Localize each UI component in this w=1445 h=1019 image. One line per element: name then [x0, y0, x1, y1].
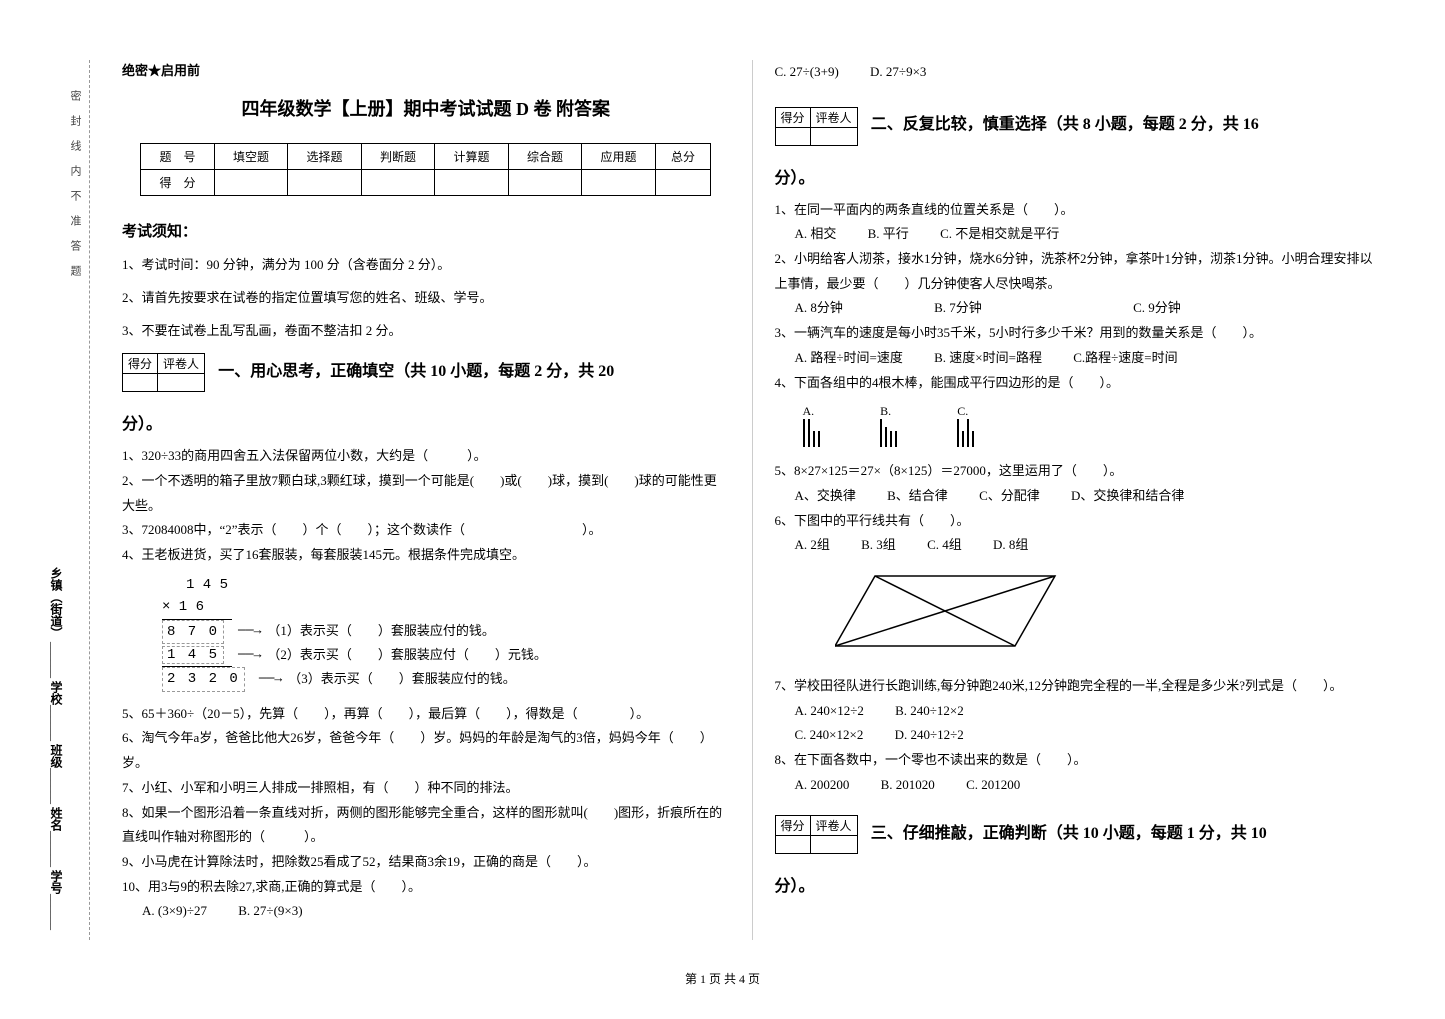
q2-8: 8、在下面各数中，一个零也不读出来的数是（ ）。 — [775, 748, 1384, 773]
section-3-title: 三、仔细推敲，正确判断（共 10 小题，每题 1 分，共 10 — [871, 825, 1267, 842]
scorebox: 得分评卷人 — [122, 353, 205, 392]
section-1-title: 一、用心思考，正确填空（共 10 小题，每题 2 分，共 20 — [218, 363, 614, 380]
q1-8: 8、如果一个图形沿着一条直线对折，两侧的图形能够完全重合，这样的图形就叫( )图… — [122, 801, 730, 850]
q1-7: 7、小红、小军和小明三人排成一排照相，有（ ）种不同的排法。 — [122, 776, 730, 801]
section-fen: 分）。 — [775, 164, 1384, 188]
q1-2: 2、一个不透明的箱子里放7颗白球,3颗红球，摸到一个可能是( )或( )球，摸到… — [122, 469, 730, 518]
q2-3-opts: A. 路程÷时间=速度 B. 速度×时间=路程 C.路程÷速度=时间 — [795, 346, 1384, 371]
q1-10-opts-cont: C. 27÷(3+9) D. 27÷9×3 — [775, 60, 1384, 85]
q2-1: 1、在同一平面内的两条直线的位置关系是（ ）。 — [775, 198, 1384, 223]
exam-title: 四年级数学【上册】期中考试试题 D 卷 附答案 — [122, 95, 730, 121]
section-2-title: 二、反复比较，慎重选择（共 8 小题，每题 2 分，共 16 — [871, 116, 1259, 133]
q2-2-opts: A. 8分钟 B. 7分钟 C. 9分钟 — [795, 296, 1384, 321]
notice-item: 3、不要在试卷上乱写乱画，卷面不整洁扣 2 分。 — [122, 321, 730, 342]
binding-strip: 密封线内不准答题 乡镇（街道） ______ 学校______ 班级______… — [50, 60, 90, 940]
q1-6: 6、淘气今年a岁，爸爸比他大26岁，爸爸今年（ ）岁。妈妈的年龄是淘气的3倍，妈… — [122, 726, 730, 775]
secret-label: 绝密★启用前 — [122, 60, 730, 79]
q2-2: 2、小明给客人沏茶，接水1分钟，烧水6分钟，洗茶杯2分钟，拿茶叶1分钟，沏茶1分… — [775, 247, 1384, 296]
q1-10-opts: A. (3×9)÷27 B. 27÷(9×3) — [142, 899, 730, 924]
q1-10: 10、用3与9的积去除27,求商,正确的算式是（ ）。 — [122, 875, 730, 900]
table-row: 题 号 填空题 选择题 判断题 计算题 综合题 应用题 总分 — [141, 144, 711, 170]
q2-5-opts: A、交换律 B、结合律 C、分配律 D、交换律和结合律 — [795, 484, 1384, 509]
q2-4-figure: A. B. C. — [803, 403, 1384, 447]
q1-1: 1、320÷33的商用四舍五入法保留两位小数，大约是（ ）。 — [122, 444, 730, 469]
q2-7-opts: A. 240×12÷2 B. 240÷12×2 C. 240×12×2 D. 2… — [795, 699, 1384, 748]
q2-4: 4、下面各组中的4根木棒，能围成平行四边形的是（ ）。 — [775, 371, 1384, 396]
q1-5: 5、65＋360÷（20－5），先算（ ），再算（ ），最后算（ ），得数是（ … — [122, 702, 730, 727]
section-fen: 分）。 — [775, 872, 1384, 896]
q2-7: 7、学校田径队进行长跑训练,每分钟跑240米,12分钟跑完全程的一半,全程是多少… — [775, 674, 1384, 699]
right-column: C. 27÷(3+9) D. 27÷9×3 得分评卷人 二、反复比较，慎重选择（… — [753, 60, 1406, 940]
notice-item: 2、请首先按要求在试卷的指定位置填写您的姓名、班级、学号。 — [122, 288, 730, 309]
q2-1-opts: A. 相交 B. 平行 C. 不是相交就是平行 — [795, 222, 1384, 247]
q1-3: 3、72084008中，“2”表示（ ）个（ ）；这个数读作（ ）。 — [122, 518, 730, 543]
q2-6-figure — [835, 566, 1075, 656]
page-footer: 第 1 页 共 4 页 — [0, 960, 1445, 987]
score-table: 题 号 填空题 选择题 判断题 计算题 综合题 应用题 总分 得 分 — [140, 143, 711, 196]
q2-5: 5、8×27×125＝27×（8×125）＝27000，这里运用了（ ）。 — [775, 459, 1384, 484]
q1-4: 4、王老板进货，买了16套服装，每套服装145元。根据条件完成填空。 — [122, 543, 730, 568]
q1-9: 9、小马虎在计算除法时，把除数25看成了52，结果商3余19，正确的商是（ ）。 — [122, 850, 730, 875]
q2-6: 6、下图中的平行线共有（ ）。 — [775, 509, 1384, 534]
notice-item: 1、考试时间：90 分钟，满分为 100 分（含卷面分 2 分）。 — [122, 255, 730, 276]
q2-8-opts: A. 200200 B. 201020 C. 201200 — [795, 773, 1384, 798]
scorebox: 得分评卷人 — [775, 107, 858, 146]
notice-title: 考试须知： — [122, 220, 730, 241]
section-fen: 分）。 — [122, 410, 730, 434]
left-column: 绝密★启用前 四年级数学【上册】期中考试试题 D 卷 附答案 题 号 填空题 选… — [100, 60, 753, 940]
calc-block: 1 4 5 × 1 6 8 7 0──→（1）表示买（ ）套服装应付的钱。 1 … — [162, 574, 730, 692]
scorebox: 得分评卷人 — [775, 815, 858, 854]
q2-6-opts: A. 2组 B. 3组 C. 4组 D. 8组 — [795, 533, 1384, 558]
table-row: 得 分 — [141, 170, 711, 196]
q2-3: 3、一辆汽车的速度是每小时35千米，5小时行多少千米？用到的数量关系是（ ）。 — [775, 321, 1384, 346]
binding-dashes: 密封线内不准答题 — [67, 90, 83, 290]
binding-fields: 乡镇（街道） ______ 学校______ 班级______ 姓名______… — [48, 567, 65, 930]
